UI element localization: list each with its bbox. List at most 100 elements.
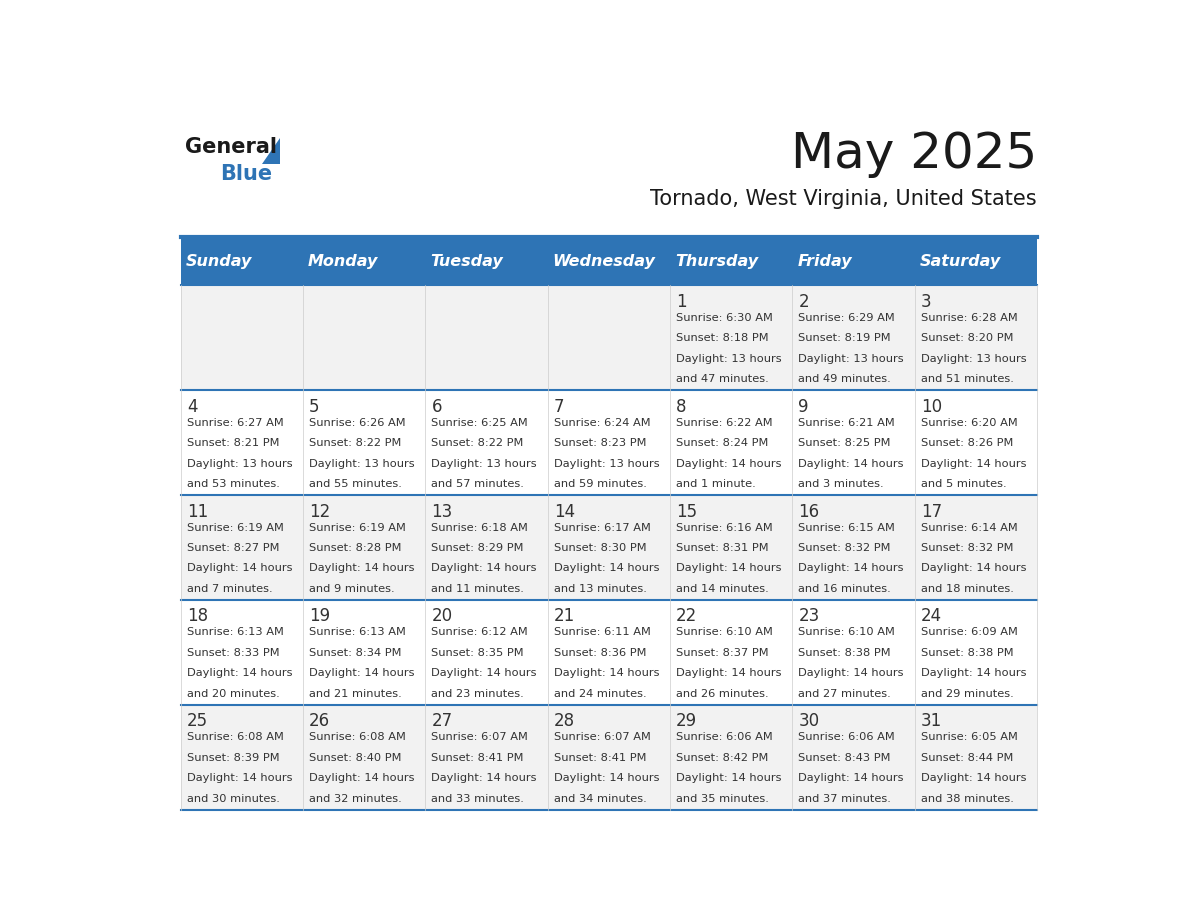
Text: 12: 12 (309, 502, 330, 521)
Text: Sunset: 8:21 PM: Sunset: 8:21 PM (187, 438, 279, 448)
Text: Sunset: 8:18 PM: Sunset: 8:18 PM (676, 333, 769, 343)
Text: 17: 17 (921, 502, 942, 521)
Text: and 53 minutes.: and 53 minutes. (187, 479, 279, 489)
Text: Daylight: 13 hours: Daylight: 13 hours (554, 459, 659, 468)
Text: and 1 minute.: and 1 minute. (676, 479, 756, 489)
Text: Sunset: 8:32 PM: Sunset: 8:32 PM (798, 543, 891, 553)
Text: Daylight: 14 hours: Daylight: 14 hours (554, 564, 659, 574)
Text: Sunset: 8:32 PM: Sunset: 8:32 PM (921, 543, 1013, 553)
Text: 30: 30 (798, 712, 820, 731)
Text: Sunrise: 6:14 AM: Sunrise: 6:14 AM (921, 522, 1017, 532)
Text: 23: 23 (798, 608, 820, 625)
Text: Daylight: 13 hours: Daylight: 13 hours (187, 459, 292, 468)
Text: Sunrise: 6:15 AM: Sunrise: 6:15 AM (798, 522, 896, 532)
Text: 15: 15 (676, 502, 697, 521)
Text: and 9 minutes.: and 9 minutes. (309, 584, 394, 594)
Text: Sunrise: 6:05 AM: Sunrise: 6:05 AM (921, 733, 1018, 743)
Text: and 34 minutes.: and 34 minutes. (554, 794, 646, 803)
Text: Daylight: 14 hours: Daylight: 14 hours (187, 668, 292, 678)
Text: Sunrise: 6:17 AM: Sunrise: 6:17 AM (554, 522, 651, 532)
Text: and 27 minutes.: and 27 minutes. (798, 688, 891, 699)
Text: Sunrise: 6:27 AM: Sunrise: 6:27 AM (187, 418, 284, 428)
Text: Daylight: 14 hours: Daylight: 14 hours (798, 668, 904, 678)
Text: 14: 14 (554, 502, 575, 521)
Text: Sunset: 8:19 PM: Sunset: 8:19 PM (798, 333, 891, 343)
Text: 21: 21 (554, 608, 575, 625)
Text: Sunset: 8:31 PM: Sunset: 8:31 PM (676, 543, 769, 553)
Text: and 30 minutes.: and 30 minutes. (187, 794, 279, 803)
Text: 24: 24 (921, 608, 942, 625)
Text: 13: 13 (431, 502, 453, 521)
Text: Sunset: 8:29 PM: Sunset: 8:29 PM (431, 543, 524, 553)
Text: Daylight: 14 hours: Daylight: 14 hours (431, 564, 537, 574)
Bar (181, 285, 1037, 390)
Text: 11: 11 (187, 502, 208, 521)
Text: 28: 28 (554, 712, 575, 731)
Bar (181, 600, 1037, 705)
Text: Daylight: 13 hours: Daylight: 13 hours (921, 353, 1026, 364)
Text: Sunrise: 6:07 AM: Sunrise: 6:07 AM (554, 733, 651, 743)
Text: Sunset: 8:27 PM: Sunset: 8:27 PM (187, 543, 279, 553)
Text: and 29 minutes.: and 29 minutes. (921, 688, 1013, 699)
Text: Sunrise: 6:16 AM: Sunrise: 6:16 AM (676, 522, 773, 532)
Text: Sunset: 8:28 PM: Sunset: 8:28 PM (309, 543, 402, 553)
Text: Monday: Monday (308, 254, 378, 269)
Text: Sunset: 8:37 PM: Sunset: 8:37 PM (676, 648, 769, 658)
Text: Daylight: 14 hours: Daylight: 14 hours (921, 459, 1026, 468)
Text: 16: 16 (798, 502, 820, 521)
Text: Sunset: 8:35 PM: Sunset: 8:35 PM (431, 648, 524, 658)
Text: and 51 minutes.: and 51 minutes. (921, 375, 1013, 384)
Text: Daylight: 14 hours: Daylight: 14 hours (798, 459, 904, 468)
Text: Daylight: 14 hours: Daylight: 14 hours (676, 564, 782, 574)
Text: Sunset: 8:38 PM: Sunset: 8:38 PM (798, 648, 891, 658)
Text: Sunrise: 6:24 AM: Sunrise: 6:24 AM (554, 418, 651, 428)
Text: Sunrise: 6:19 AM: Sunrise: 6:19 AM (309, 522, 406, 532)
Polygon shape (261, 139, 280, 164)
Text: Saturday: Saturday (920, 254, 1000, 269)
Text: Sunset: 8:20 PM: Sunset: 8:20 PM (921, 333, 1013, 343)
Text: Daylight: 13 hours: Daylight: 13 hours (309, 459, 415, 468)
Text: and 7 minutes.: and 7 minutes. (187, 584, 272, 594)
Text: Sunrise: 6:10 AM: Sunrise: 6:10 AM (676, 627, 773, 637)
Text: Daylight: 14 hours: Daylight: 14 hours (309, 668, 415, 678)
Text: Sunrise: 6:13 AM: Sunrise: 6:13 AM (309, 627, 406, 637)
Text: Daylight: 13 hours: Daylight: 13 hours (676, 353, 782, 364)
Text: Sunset: 8:41 PM: Sunset: 8:41 PM (554, 753, 646, 763)
Text: Sunrise: 6:09 AM: Sunrise: 6:09 AM (921, 627, 1018, 637)
Text: Blue: Blue (220, 164, 272, 184)
Text: Sunrise: 6:18 AM: Sunrise: 6:18 AM (431, 522, 529, 532)
Text: Sunrise: 6:10 AM: Sunrise: 6:10 AM (798, 627, 896, 637)
Bar (181, 705, 1037, 810)
Text: Daylight: 14 hours: Daylight: 14 hours (921, 668, 1026, 678)
Text: 19: 19 (309, 608, 330, 625)
Text: and 47 minutes.: and 47 minutes. (676, 375, 769, 384)
Text: 2: 2 (798, 293, 809, 311)
Text: Sunset: 8:42 PM: Sunset: 8:42 PM (676, 753, 769, 763)
Text: Sunset: 8:25 PM: Sunset: 8:25 PM (798, 438, 891, 448)
Text: 1: 1 (676, 293, 687, 311)
Text: Sunset: 8:39 PM: Sunset: 8:39 PM (187, 753, 279, 763)
Text: Daylight: 14 hours: Daylight: 14 hours (676, 773, 782, 783)
Text: and 21 minutes.: and 21 minutes. (309, 688, 402, 699)
Bar (181, 495, 1037, 600)
Text: and 20 minutes.: and 20 minutes. (187, 688, 279, 699)
Text: and 18 minutes.: and 18 minutes. (921, 584, 1013, 594)
Text: 20: 20 (431, 608, 453, 625)
Text: Daylight: 14 hours: Daylight: 14 hours (431, 773, 537, 783)
Text: 22: 22 (676, 608, 697, 625)
Text: Thursday: Thursday (675, 254, 758, 269)
Text: Sunday: Sunday (185, 254, 252, 269)
Text: Sunset: 8:22 PM: Sunset: 8:22 PM (431, 438, 524, 448)
Text: Daylight: 14 hours: Daylight: 14 hours (554, 668, 659, 678)
Text: and 24 minutes.: and 24 minutes. (554, 688, 646, 699)
Text: 6: 6 (431, 397, 442, 416)
Text: Sunset: 8:22 PM: Sunset: 8:22 PM (309, 438, 402, 448)
Text: and 32 minutes.: and 32 minutes. (309, 794, 402, 803)
Text: and 37 minutes.: and 37 minutes. (798, 794, 891, 803)
Text: Sunset: 8:36 PM: Sunset: 8:36 PM (554, 648, 646, 658)
Text: Daylight: 14 hours: Daylight: 14 hours (309, 773, 415, 783)
Text: Sunrise: 6:21 AM: Sunrise: 6:21 AM (798, 418, 896, 428)
Text: Sunset: 8:34 PM: Sunset: 8:34 PM (309, 648, 402, 658)
Text: Sunrise: 6:25 AM: Sunrise: 6:25 AM (431, 418, 529, 428)
Text: Daylight: 14 hours: Daylight: 14 hours (676, 668, 782, 678)
